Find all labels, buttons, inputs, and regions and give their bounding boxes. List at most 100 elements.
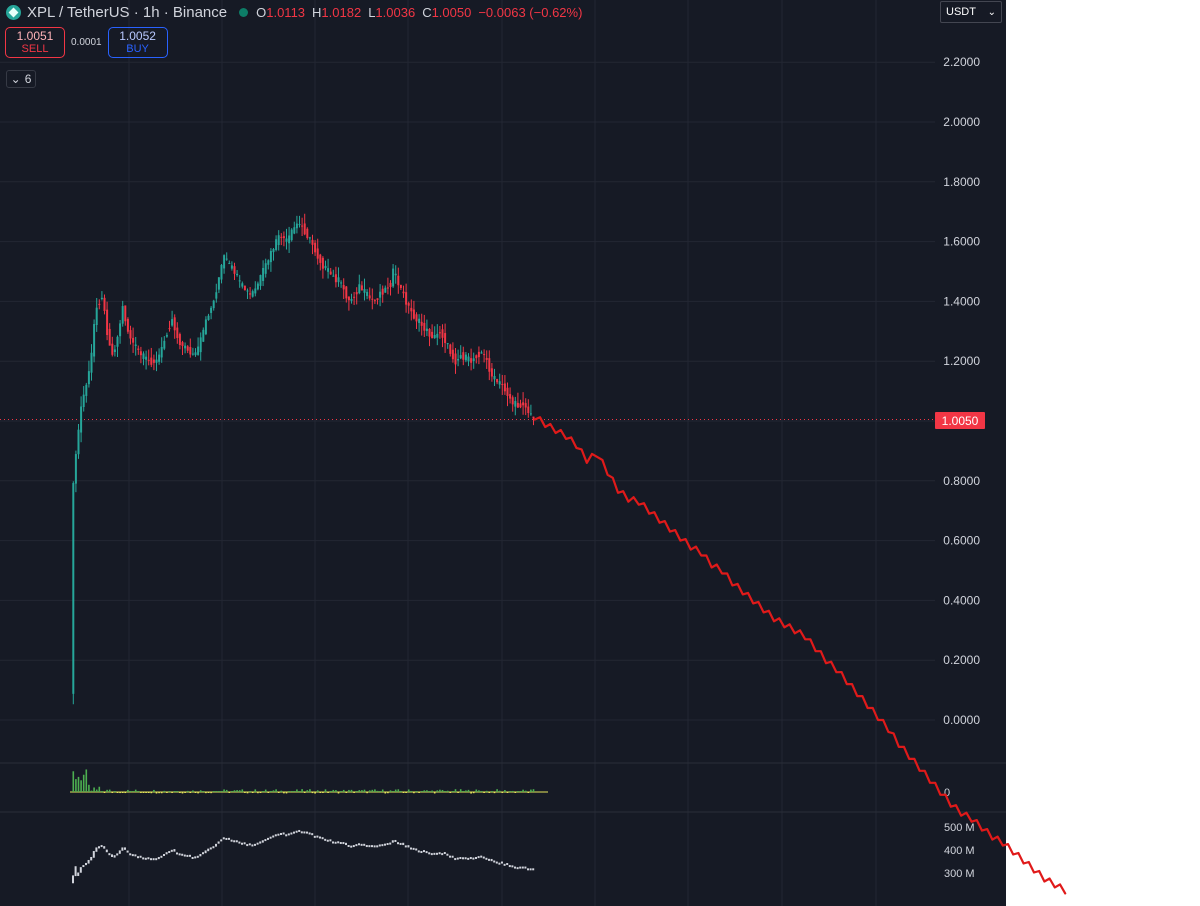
oscillator-bar (158, 792, 160, 794)
candle-body (342, 284, 345, 290)
candle-body (355, 292, 358, 295)
candle-body (363, 289, 366, 293)
candle-body (277, 235, 280, 246)
oscillator-bar (215, 791, 218, 792)
oscillator-bar (498, 790, 501, 792)
volume-bar (378, 844, 381, 847)
volume-bar (293, 831, 295, 834)
candle-body (293, 227, 296, 234)
candle-body (145, 356, 148, 360)
volume-bar (373, 845, 376, 848)
chart-area[interactable]: 2.2000 2.0000 1.8000 1.6000 1.4000 1.2000 1.00… (0, 0, 1006, 906)
volume-tick-label: 500 M (944, 822, 975, 834)
oscillator-bar (387, 792, 389, 794)
oscillator-bar (137, 791, 140, 792)
price-tick-label: 0.2000 (943, 653, 980, 667)
candle-body (132, 337, 135, 343)
volume-bar (254, 843, 256, 846)
oscillator-bar (231, 791, 233, 792)
oscillator-bar (459, 789, 462, 792)
oscillator-bar (374, 789, 376, 792)
oscillator-bar (280, 790, 283, 792)
oscillator-bar (413, 792, 415, 794)
candle-body (514, 400, 517, 407)
oscillator-bar (140, 792, 142, 793)
buy-button[interactable]: 1.0052 BUY (107, 27, 168, 58)
candle-body (212, 300, 215, 309)
volume-bar (196, 855, 199, 858)
candle-body (394, 273, 397, 276)
candle-body (295, 223, 298, 229)
oscillator-bar (176, 791, 179, 792)
volume-bar (274, 834, 277, 837)
oscillator-bar (439, 789, 441, 792)
candle-body (272, 249, 275, 253)
candle-body (267, 260, 270, 265)
candle-body (438, 332, 441, 334)
volume-bar (147, 857, 150, 860)
oscillator-bar (433, 792, 436, 794)
chevron-down-icon: ⌄ (10, 72, 21, 86)
volume-bar (326, 839, 329, 842)
candle-body (379, 291, 382, 298)
candle-body (129, 330, 132, 339)
oscillator-bar (233, 790, 236, 792)
oscillator-bar (524, 790, 527, 792)
sell-label: SELL (21, 42, 49, 55)
symbol-title[interactable]: XPL / TetherUS · 1h · Binance (27, 3, 228, 21)
price-tick-label: 0.0000 (943, 713, 980, 727)
current-price-tag: 1.0050 (935, 412, 985, 429)
sell-button[interactable]: 1.0051 SELL (5, 27, 65, 58)
candle-body (360, 285, 363, 291)
candle-body (176, 327, 179, 339)
oscillator-bar (184, 792, 186, 793)
candle-body (228, 263, 231, 265)
candle-body (85, 384, 88, 396)
volume-bar (285, 834, 288, 837)
volume-bar (207, 848, 210, 852)
oscillator-bar (283, 792, 285, 794)
oscillator-bar (517, 791, 519, 792)
candle-body (191, 353, 194, 355)
oscillator-bar (444, 791, 446, 792)
oscillator-bar (223, 789, 225, 792)
volume-bar (363, 843, 366, 846)
volume-bar (92, 851, 95, 858)
oscillator-bar (332, 789, 335, 792)
volume-bar (407, 845, 410, 848)
oscillator-bar (407, 789, 410, 792)
volume-bar (521, 866, 524, 869)
candle-body (246, 290, 249, 292)
candle-body (238, 280, 241, 282)
candle-body (386, 287, 389, 289)
oscillator-bar (257, 792, 259, 794)
volume-bar (412, 847, 415, 850)
volume-bar (404, 845, 407, 848)
candle-body (80, 406, 83, 433)
oscillator-bar (340, 791, 342, 792)
volume-bar (339, 842, 342, 845)
candle-body (298, 224, 301, 226)
candle-body (158, 354, 161, 362)
volume-bar (186, 854, 189, 857)
oscillator-bar (199, 790, 202, 792)
volume-bar (402, 842, 405, 846)
currency-select[interactable]: USDT ⌄ (940, 1, 1002, 23)
candle-body (529, 413, 532, 415)
volume-bar (345, 842, 347, 846)
oscillator-bar (197, 792, 199, 794)
indicators-toggle-button[interactable]: ⌄ 6 (6, 70, 36, 88)
price-chart[interactable]: 2.2000 2.0000 1.8000 1.6000 1.4000 1.2000 1.00… (0, 0, 1006, 906)
volume-bar (503, 863, 506, 866)
oscillator-bar (392, 791, 394, 792)
oscillator-bar (522, 789, 524, 792)
candle-body (488, 358, 491, 372)
volume-bar (233, 840, 236, 843)
oscillator-bar (155, 792, 158, 794)
candle-body (126, 318, 129, 332)
volume-bar (131, 854, 134, 857)
volume-bar (181, 853, 184, 856)
candle-body (506, 387, 509, 396)
candle-body (418, 318, 421, 323)
oscillator-bar (449, 792, 452, 793)
